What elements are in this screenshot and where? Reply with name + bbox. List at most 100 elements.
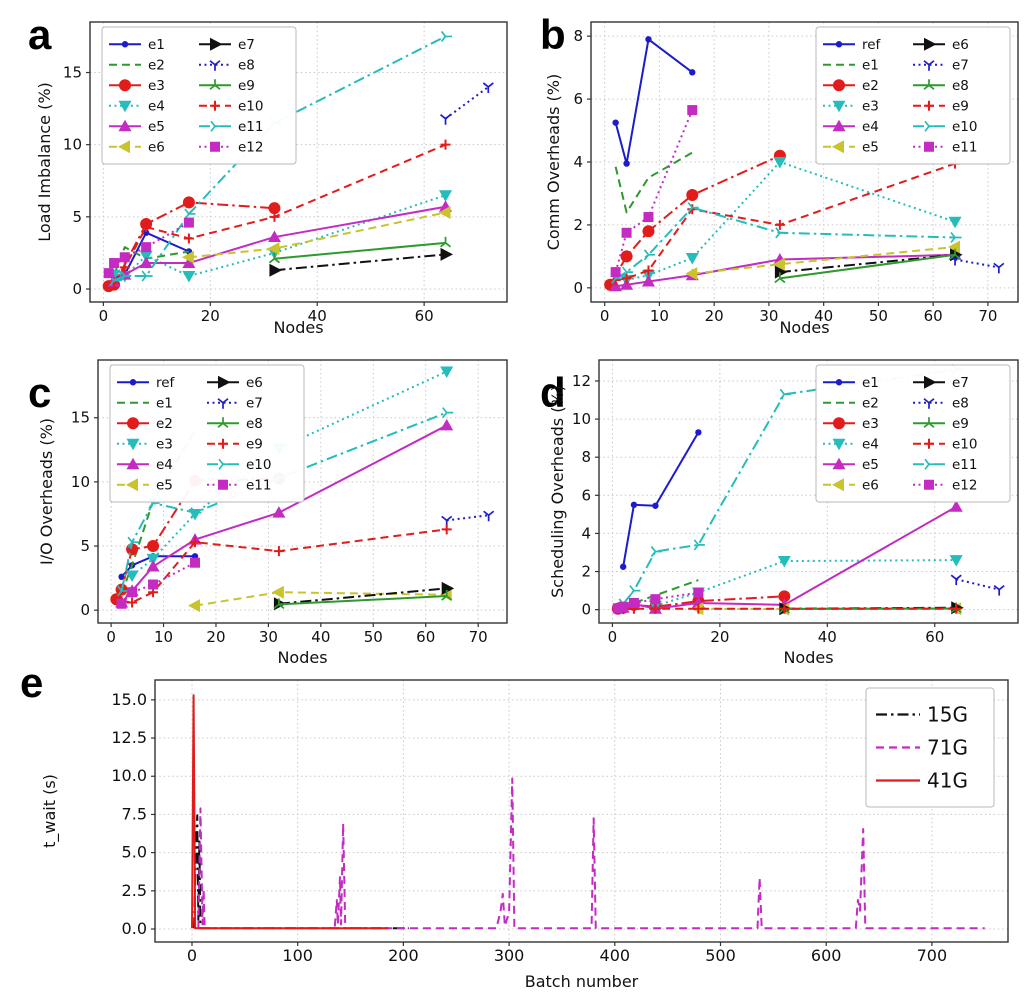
panel-d-svg: 0 20 40 60 0 2 4 6 8 10 12 Nodes Scheduling Overhead… [548,359,1019,667]
y-axis-label: Scheduling Overheads (%) [548,385,567,598]
panel-e-series-41G [190,694,388,930]
panel-a-legend: e1 e2 e3 e4 e5 e6 e7 e8 e9 e10 e11 e12 [101,26,297,165]
svg-text:e6: e6 [148,140,165,156]
svg-text:15.0: 15.0 [111,690,147,709]
svg-text:e8: e8 [952,396,969,412]
panel-e-svg: 0 100 200 300 400 500 600 700 0.0 2.5 5.0 7.5 10.0 12… [40,679,1009,991]
svg-text:e4: e4 [156,457,173,473]
svg-text:12: 12 [572,372,591,390]
svg-text:ref: ref [156,375,176,391]
panel-label-e: e [20,659,44,706]
panel-label-b: b [540,11,566,58]
svg-text:e2: e2 [862,396,879,412]
svg-text:10: 10 [154,628,173,646]
svg-text:30: 30 [259,628,278,646]
svg-text:2: 2 [581,563,591,581]
svg-text:100: 100 [282,946,313,965]
x-axis-label: Nodes [277,648,327,667]
svg-text:e12: e12 [238,140,263,156]
panel-a-series-e6 [181,206,451,264]
svg-text:e3: e3 [148,78,165,94]
svg-text:e8: e8 [952,78,969,94]
svg-text:71G: 71G [927,736,968,760]
svg-text:ref: ref [862,37,882,53]
svg-text:60: 60 [924,307,943,325]
svg-text:e4: e4 [862,437,879,453]
svg-text:20: 20 [206,628,225,646]
svg-text:15: 15 [71,409,90,427]
svg-text:e11: e11 [246,478,271,494]
panel-d-series-e8 [950,574,1005,596]
panel-a-svg: 0 20 40 60 0 5 10 15 Nodes Load Imbalance (%) e1 e2… [35,21,508,337]
panel-b-series-e1 [614,151,693,214]
panel-b-series-e5 [685,240,961,281]
svg-text:e1: e1 [862,58,879,74]
y-axis-label: I/O Overheads (%) [37,418,56,565]
svg-text:e10: e10 [246,457,271,473]
y-axis-label: t_wait (s) [40,774,60,848]
svg-text:e6: e6 [246,375,263,391]
svg-text:e6: e6 [952,37,969,53]
x-axis-label: Nodes [783,648,833,667]
svg-text:40: 40 [308,307,327,325]
svg-text:e3: e3 [862,416,879,432]
svg-text:e5: e5 [862,457,879,473]
svg-text:8: 8 [573,27,583,45]
chart-io-overheads: 0 10 20 30 40 50 60 70 0 5 10 15 Nodes I/O Overheads … [0,340,515,670]
svg-text:e2: e2 [862,78,879,94]
svg-text:e8: e8 [246,416,263,432]
svg-text:e4: e4 [862,119,879,135]
svg-text:50: 50 [364,628,383,646]
panel-d-legend: e1 e2 e3 e4 e5 e6 e7 e8 e9 e10 e11 e12 [815,364,1011,503]
panel-b-series-ref [612,36,696,167]
svg-text:40: 40 [311,628,330,646]
svg-text:e11: e11 [952,140,977,156]
panel-c-series-e11 [116,557,201,609]
panel-label-d: d [540,369,566,416]
svg-text:10: 10 [71,473,90,491]
panel-label-c: c [28,369,52,416]
svg-text:600: 600 [811,946,842,965]
svg-text:60: 60 [415,307,434,325]
panel-a-series-e12 [103,217,194,279]
svg-text:40: 40 [814,307,833,325]
svg-text:500: 500 [705,946,736,965]
svg-text:e11: e11 [238,119,263,135]
panel-e-series-71G [197,777,985,930]
svg-text:e6: e6 [862,478,879,494]
svg-text:0: 0 [187,946,197,965]
chart-twait-batches: 0 100 200 300 400 500 600 700 0.0 2.5 5.0 7.5 10.0 12… [0,670,1030,994]
panel-label-a: a [28,11,52,58]
panel-b-series-e8 [774,248,961,284]
svg-text:70: 70 [469,628,488,646]
svg-text:0.0: 0.0 [122,919,147,938]
svg-text:0: 0 [106,628,116,646]
svg-text:e7: e7 [952,375,969,391]
panel-a-series-e8 [439,82,494,125]
svg-text:0: 0 [581,601,591,619]
svg-text:e5: e5 [156,478,173,494]
svg-text:e11: e11 [952,457,977,473]
svg-text:20: 20 [201,307,220,325]
svg-text:41G: 41G [927,769,968,793]
svg-text:5: 5 [72,208,82,226]
svg-text:10.0: 10.0 [111,766,147,785]
svg-text:50: 50 [869,307,888,325]
panel-c-svg: 0 10 20 30 40 50 60 70 0 5 10 15 Nodes I/O Overheads … [37,359,508,667]
svg-text:e12: e12 [952,478,977,494]
x-axis-label: Batch number [525,972,639,991]
svg-text:e5: e5 [862,140,879,156]
svg-text:10: 10 [650,307,669,325]
svg-text:e10: e10 [238,99,263,115]
svg-text:e3: e3 [862,99,879,115]
svg-text:e4: e4 [148,99,165,115]
x-axis-label: Nodes [779,318,829,337]
svg-text:15: 15 [63,64,82,82]
svg-text:0: 0 [99,307,109,325]
svg-text:e8: e8 [238,58,255,74]
svg-text:0: 0 [80,601,90,619]
svg-text:e2: e2 [156,416,173,432]
svg-text:0: 0 [608,628,618,646]
svg-text:70: 70 [978,307,997,325]
